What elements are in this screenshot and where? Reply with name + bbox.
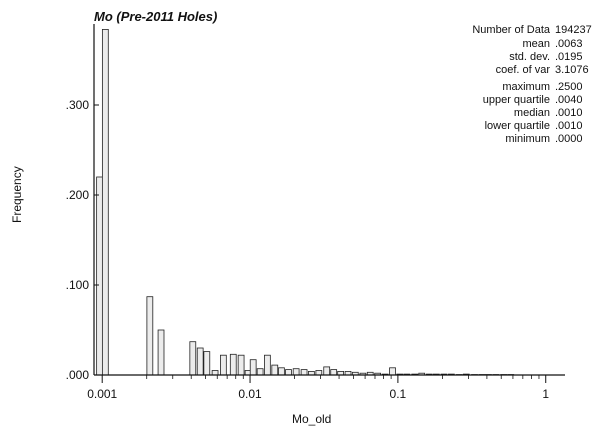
stat-value: .2500 [555,81,583,93]
histogram-bar [203,351,211,376]
histogram-bar [271,364,279,376]
x-ticks: 0.001 0.01 0.1 1 [87,375,549,401]
stat-value: .0195 [555,51,583,63]
chart-title: Mo (Pre-2011 Holes) [94,9,218,24]
stat-label: minimum [505,133,550,145]
x-axis-label: Mo_old [292,412,332,426]
histogram-bar [101,28,109,376]
histogram-bar [389,367,396,376]
x-tick-label: 1 [542,387,549,401]
stat-value: .0000 [555,133,583,145]
stat-value: 194237 [555,24,592,36]
y-tick-label: .300 [66,98,90,112]
stat-label: lower quartile [484,120,550,132]
histogram-bar [264,354,271,376]
stat-label: median [513,107,550,119]
stat-value: .0063 [555,38,583,50]
y-tick-label: .200 [66,188,90,202]
histogram-bar [237,354,245,376]
histogram-bar [229,353,237,376]
histogram-bar [146,296,154,376]
histogram-bar [285,369,292,376]
histogram-bar [256,368,264,376]
stat-value: .0040 [555,94,583,106]
y-tick-label: .100 [66,278,90,292]
histogram-bar [157,329,165,376]
histogram-bar [330,369,338,376]
x-tick-label: 0.01 [238,387,262,401]
histogram-bar [300,369,308,376]
histogram-bar [189,341,197,376]
stat-value: 3.1076 [555,64,589,76]
histogram-bar [292,368,300,376]
histogram-bar [196,347,204,376]
y-ticks: .000 .100 .200 .300 [66,98,99,382]
histogram-bar [96,176,103,376]
x-tick-label: 0.1 [390,387,407,401]
stat-label: mean [522,38,550,50]
histogram-bar [211,370,219,376]
histogram-bar [220,354,227,376]
stat-label: std. dev. [509,51,550,63]
histogram-bar [249,359,257,376]
stat-label: maximum [502,81,550,93]
histogram-bar [315,370,323,376]
histogram-bars [96,28,515,376]
stat-label: upper quartile [482,94,550,106]
axes [93,24,565,376]
stat-value: .0010 [555,107,583,119]
stat-label: Number of Data [472,24,550,36]
y-axis-label: Frequency [10,166,24,223]
stat-label: coef. of var [495,64,550,76]
y-tick-label: .000 [66,368,90,382]
histogram-bar [278,367,285,376]
histogram-bar [323,366,331,376]
stat-value: .0010 [555,120,583,132]
x-tick-label: 0.001 [87,387,117,401]
